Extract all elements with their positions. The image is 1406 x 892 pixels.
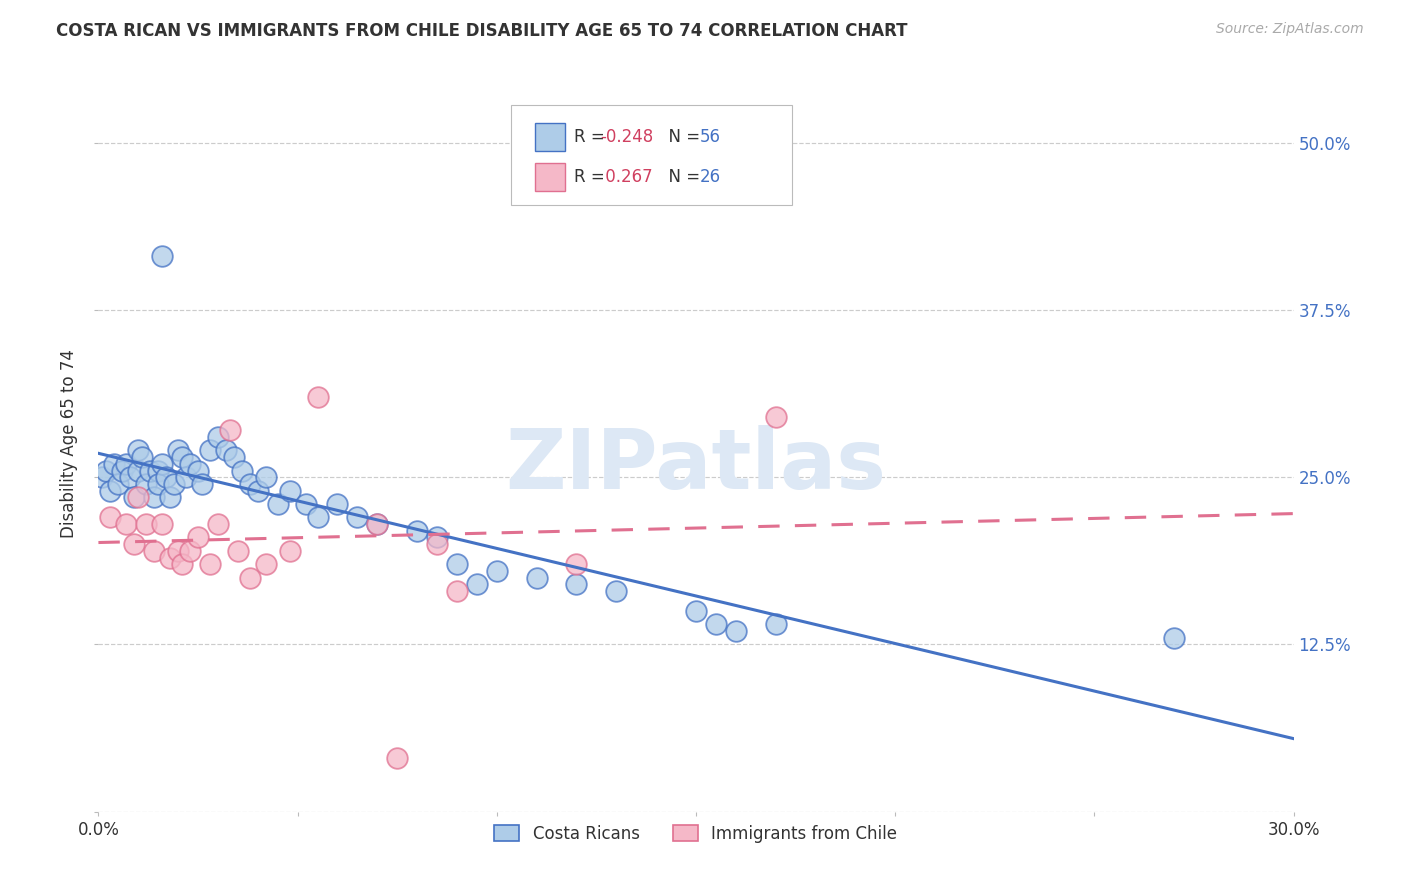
- Point: [179, 543, 201, 558]
- Point: [485, 564, 508, 578]
- Text: 0.267: 0.267: [600, 169, 652, 186]
- Point: [307, 510, 329, 524]
- Point: [172, 450, 194, 464]
- Point: [91, 470, 114, 484]
- Point: [765, 617, 787, 632]
- Point: [346, 510, 368, 524]
- Text: -0.248: -0.248: [600, 128, 654, 146]
- Point: [254, 557, 277, 572]
- Point: [150, 457, 173, 471]
- Text: 56: 56: [700, 128, 720, 146]
- Point: [267, 497, 290, 511]
- Point: [148, 464, 170, 478]
- Point: [366, 516, 388, 531]
- Point: [207, 430, 229, 444]
- Point: [246, 483, 269, 498]
- Point: [155, 470, 177, 484]
- Point: [135, 516, 157, 531]
- Point: [565, 577, 588, 591]
- Point: [406, 524, 429, 538]
- Text: ZIPatlas: ZIPatlas: [506, 425, 886, 507]
- Point: [111, 464, 134, 478]
- Text: N =: N =: [658, 128, 704, 146]
- Point: [278, 483, 301, 498]
- Point: [131, 450, 153, 464]
- Point: [187, 530, 209, 544]
- Text: COSTA RICAN VS IMMIGRANTS FROM CHILE DISABILITY AGE 65 TO 74 CORRELATION CHART: COSTA RICAN VS IMMIGRANTS FROM CHILE DIS…: [56, 22, 908, 40]
- Point: [150, 516, 173, 531]
- Point: [143, 543, 166, 558]
- Text: 26: 26: [700, 169, 721, 186]
- Point: [231, 464, 253, 478]
- Point: [124, 537, 146, 551]
- Point: [98, 510, 122, 524]
- Point: [239, 571, 262, 585]
- Point: [565, 557, 588, 572]
- Point: [127, 490, 149, 504]
- Point: [307, 390, 329, 404]
- Legend: Costa Ricans, Immigrants from Chile: Costa Ricans, Immigrants from Chile: [486, 816, 905, 851]
- Point: [465, 577, 488, 591]
- Point: [191, 476, 214, 491]
- Point: [366, 516, 388, 531]
- Point: [107, 476, 129, 491]
- Point: [96, 464, 118, 478]
- Point: [187, 464, 209, 478]
- Point: [765, 410, 787, 425]
- Point: [254, 470, 277, 484]
- Point: [198, 443, 221, 458]
- Point: [426, 537, 449, 551]
- Point: [446, 583, 468, 598]
- Point: [226, 543, 249, 558]
- Point: [385, 751, 409, 765]
- Point: [174, 470, 197, 484]
- Point: [326, 497, 349, 511]
- Point: [167, 443, 190, 458]
- Text: R =: R =: [574, 169, 610, 186]
- Point: [685, 604, 707, 618]
- Point: [219, 424, 242, 438]
- Point: [159, 490, 181, 504]
- Point: [159, 550, 181, 565]
- Point: [103, 457, 125, 471]
- Point: [278, 543, 301, 558]
- Text: R =: R =: [574, 128, 610, 146]
- Point: [127, 464, 149, 478]
- Point: [1163, 631, 1185, 645]
- Point: [426, 530, 449, 544]
- Point: [115, 516, 138, 531]
- Point: [207, 516, 229, 531]
- Point: [179, 457, 201, 471]
- FancyBboxPatch shape: [534, 163, 565, 192]
- Point: [124, 490, 146, 504]
- Point: [215, 443, 238, 458]
- Text: Source: ZipAtlas.com: Source: ZipAtlas.com: [1216, 22, 1364, 37]
- Point: [724, 624, 747, 639]
- Point: [167, 543, 190, 558]
- Point: [294, 497, 316, 511]
- Point: [150, 249, 173, 264]
- Point: [526, 571, 548, 585]
- Point: [127, 443, 149, 458]
- Text: N =: N =: [658, 169, 704, 186]
- Point: [222, 450, 245, 464]
- Point: [135, 476, 157, 491]
- Point: [172, 557, 194, 572]
- Point: [198, 557, 221, 572]
- FancyBboxPatch shape: [510, 105, 792, 204]
- Point: [139, 464, 162, 478]
- Point: [446, 557, 468, 572]
- Point: [605, 583, 627, 598]
- Y-axis label: Disability Age 65 to 74: Disability Age 65 to 74: [60, 350, 79, 538]
- Point: [143, 490, 166, 504]
- Point: [115, 457, 138, 471]
- Point: [148, 476, 170, 491]
- Point: [98, 483, 122, 498]
- Point: [704, 617, 727, 632]
- Point: [239, 476, 262, 491]
- Point: [120, 470, 142, 484]
- Point: [163, 476, 186, 491]
- FancyBboxPatch shape: [534, 123, 565, 151]
